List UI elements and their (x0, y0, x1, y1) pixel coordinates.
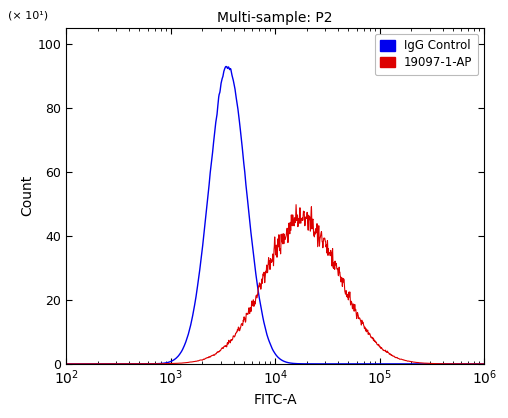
19097-1-AP (224, 344, 230, 349)
Title: Multi-sample: P2: Multi-sample: P2 (217, 11, 333, 25)
IgG Control (242, 170, 248, 175)
Legend: IgG Control, 19097-1-AP: IgG Control, 19097-1-AP (374, 33, 479, 75)
X-axis label: FITC-A: FITC-A (253, 393, 297, 407)
19097-1-AP (428, 361, 434, 366)
Line: 19097-1-AP: 19097-1-AP (66, 205, 484, 364)
IgG Control (63, 362, 69, 367)
19097-1-AP (63, 362, 69, 367)
IgG Control (224, 64, 230, 69)
IgG Control (473, 362, 479, 367)
19097-1-AP (481, 362, 487, 367)
IgG Control (428, 362, 434, 367)
IgG Control (223, 64, 229, 69)
19097-1-AP (293, 202, 299, 207)
IgG Control (111, 362, 117, 367)
19097-1-AP (111, 362, 117, 367)
19097-1-AP (242, 316, 248, 321)
IgG Control (481, 362, 487, 367)
IgG Control (136, 362, 142, 367)
19097-1-AP (473, 361, 479, 366)
Y-axis label: Count: Count (21, 175, 35, 217)
Line: IgG Control: IgG Control (66, 66, 484, 364)
19097-1-AP (136, 361, 142, 366)
Text: (× 10¹): (× 10¹) (8, 11, 48, 21)
